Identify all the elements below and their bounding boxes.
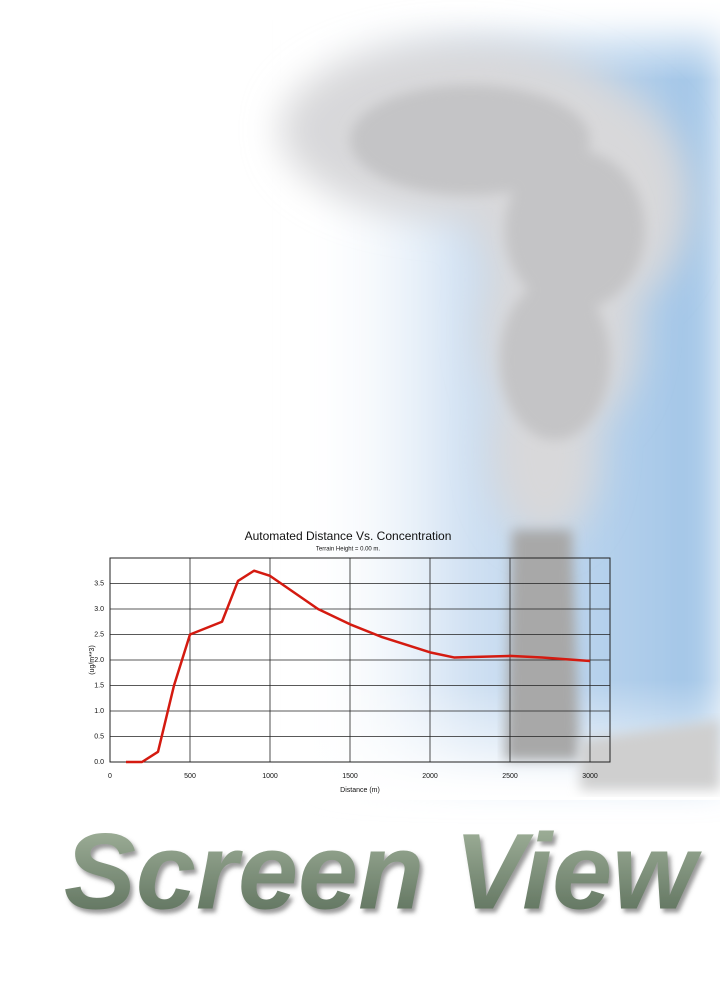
y-tick-label: 0.5 — [94, 733, 104, 740]
banner-title: Screen View — [64, 811, 702, 932]
page: Automated Distance Vs. Concentration Ter… — [0, 0, 720, 984]
x-axis-label: Distance (m) — [340, 787, 380, 794]
x-tick-label: 3000 — [582, 773, 598, 780]
y-tick-label: 2.5 — [94, 631, 104, 638]
x-tick-label: 2500 — [502, 773, 518, 780]
y-tick-label: 1.5 — [94, 682, 104, 689]
x-tick-label: 2000 — [422, 773, 438, 780]
x-tick-label: 1000 — [262, 773, 278, 780]
background-photo — [280, 0, 720, 800]
x-tick-label: 500 — [184, 773, 196, 780]
x-tick-label: 0 — [108, 773, 112, 780]
y-tick-label: 3.5 — [94, 580, 104, 587]
y-tick-label: 2.0 — [94, 657, 104, 664]
y-tick-label: 3.0 — [94, 606, 104, 613]
y-tick-label: 1.0 — [94, 708, 104, 715]
x-tick-label: 1500 — [342, 773, 358, 780]
y-tick-label: 0.0 — [94, 759, 104, 766]
chart-subtitle: Terrain Height = 0.00 m. — [316, 547, 381, 553]
chart-title: Automated Distance Vs. Concentration — [245, 529, 452, 543]
